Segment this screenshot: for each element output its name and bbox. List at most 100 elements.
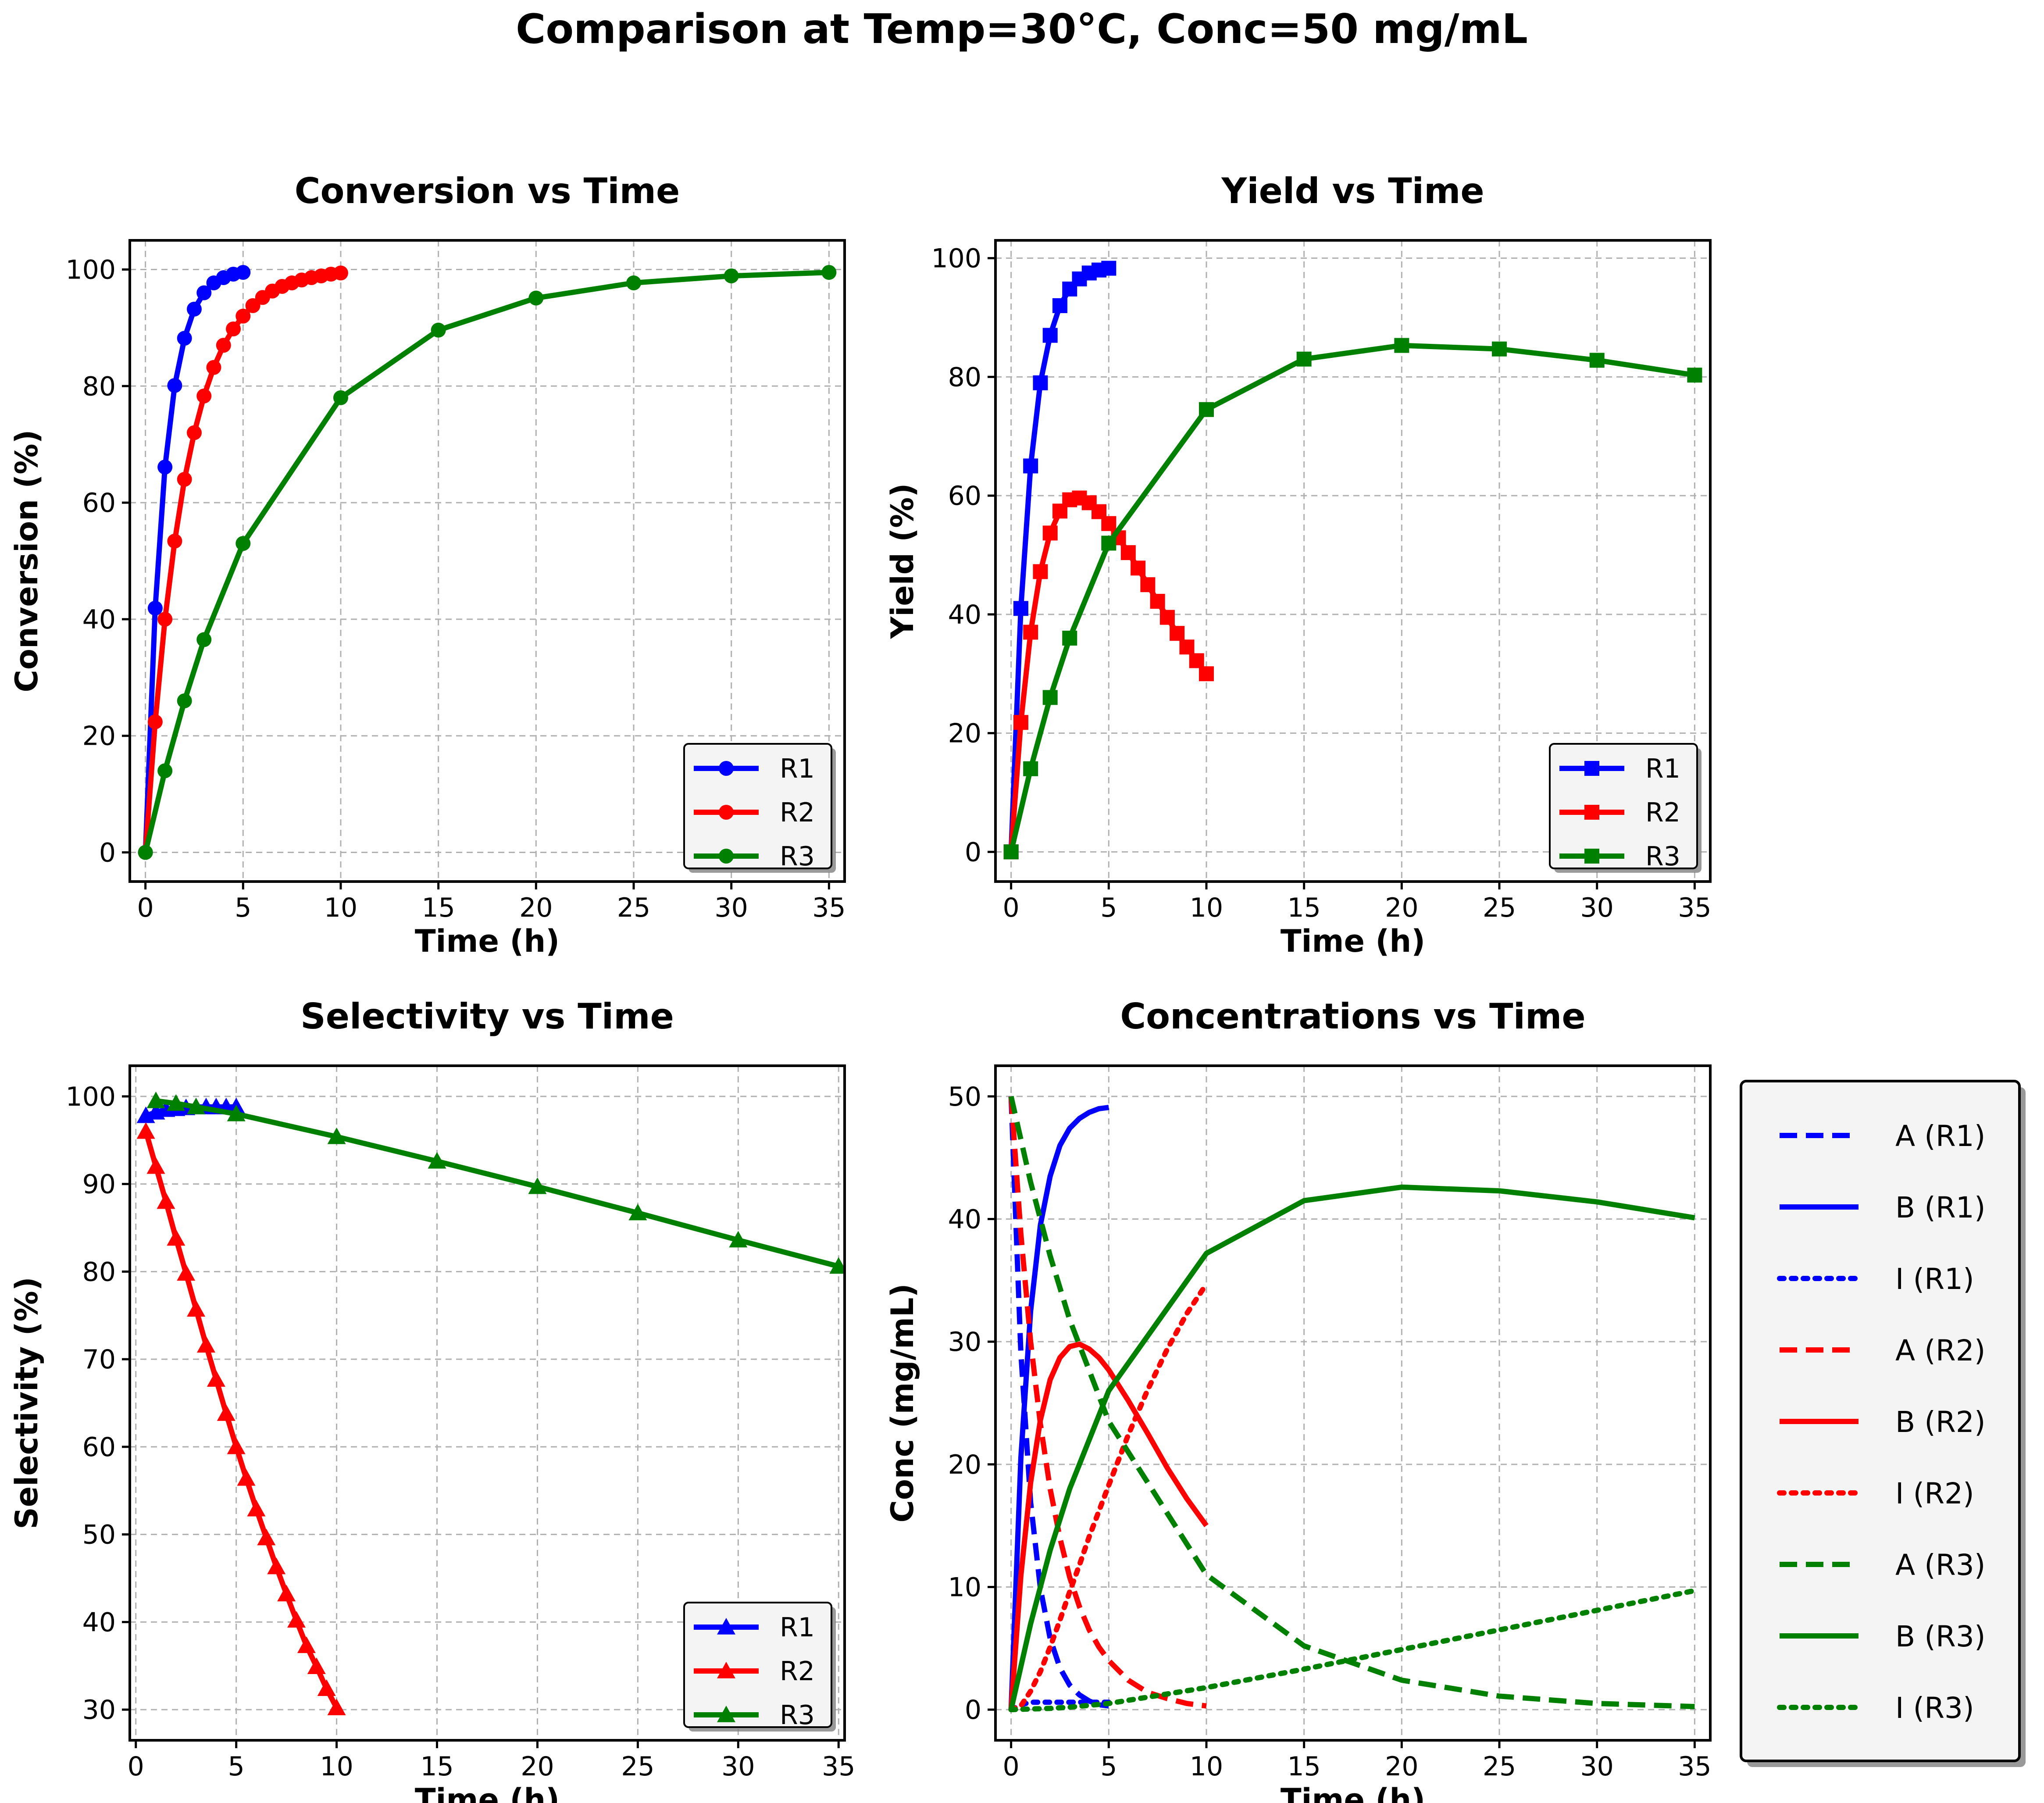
panel-title: Yield vs Time: [1221, 171, 1484, 211]
x-tick-label: 15: [421, 893, 455, 923]
y-tick-label: 20: [948, 718, 981, 749]
data-point: [307, 1657, 326, 1674]
data-point: [157, 611, 173, 627]
legend-label: I (R1): [1895, 1262, 1974, 1296]
legend-label: R3: [780, 1700, 815, 1731]
legend-label: R2: [1645, 797, 1680, 828]
legend-marker: [1584, 761, 1599, 776]
x-tick-label: 5: [228, 1751, 245, 1782]
y-axis-label: Selectivity (%): [9, 1277, 45, 1529]
x-tick-label: 20: [519, 893, 553, 923]
data-point: [245, 298, 260, 313]
data-point: [177, 1264, 196, 1281]
data-point: [1013, 601, 1028, 616]
data-point: [1687, 368, 1702, 383]
data-point: [1120, 545, 1136, 561]
y-tick-label: 70: [82, 1344, 116, 1375]
legend-label: R1: [780, 753, 815, 784]
x-tick-label: 20: [1385, 1751, 1418, 1782]
legend: R1 R2 R3: [1549, 743, 1702, 873]
y-tick-label: 100: [931, 243, 981, 274]
y-tick-label: 20: [82, 721, 116, 752]
data-point: [247, 1500, 266, 1517]
data-point: [1131, 561, 1146, 576]
legend-label: R3: [1645, 841, 1680, 872]
series-group: [138, 265, 837, 860]
legend-label: B (R2): [1895, 1405, 1986, 1439]
y-tick-label: 60: [82, 1432, 116, 1463]
series-line-r3: [155, 1098, 839, 1269]
data-point: [167, 1094, 185, 1111]
x-tick-label: 5: [1100, 1751, 1117, 1782]
y-tick-label: 80: [948, 362, 981, 393]
plot-frame: [994, 1064, 1712, 1742]
legend-marker: [717, 1618, 735, 1635]
data-point: [237, 1469, 256, 1486]
data-point: [1052, 298, 1067, 313]
panel-title: Concentrations vs Time: [1120, 996, 1585, 1037]
data-point: [1394, 338, 1409, 353]
legend: R1 R2 R3: [683, 1602, 836, 1732]
y-tick-label: 90: [82, 1169, 116, 1200]
data-point: [1101, 516, 1117, 531]
legend-marker: [1584, 849, 1599, 864]
data-point: [1101, 261, 1117, 276]
series-group: [136, 1091, 845, 1715]
legend-label: R2: [780, 797, 815, 828]
data-point: [1042, 525, 1058, 541]
series-group: [1008, 1096, 1698, 1713]
y-tick-label: 40: [948, 1204, 981, 1235]
legend-label: R1: [1645, 753, 1680, 784]
series-line-a-r3-: [1008, 1096, 1695, 1710]
y-tick-label: 60: [948, 481, 981, 511]
y-tick-label: 0: [965, 1695, 981, 1725]
data-point: [297, 1636, 316, 1653]
data-point: [528, 290, 544, 306]
data-point: [626, 275, 642, 291]
series-line-i-r3-: [1008, 1588, 1698, 1713]
data-point: [136, 1122, 155, 1139]
data-point: [235, 308, 251, 324]
data-point: [147, 714, 163, 729]
data-point: [226, 321, 241, 337]
data-point: [1199, 666, 1214, 682]
x-tick-label: 5: [1100, 893, 1117, 923]
legend-label: A (R3): [1895, 1548, 1985, 1582]
plot-frame: [994, 239, 1712, 883]
data-point: [829, 1257, 845, 1274]
plot-frame: [128, 1064, 846, 1742]
data-point: [1199, 402, 1214, 417]
data-point: [1023, 625, 1038, 640]
data-point: [1159, 610, 1175, 625]
legend-label: R2: [780, 1656, 815, 1687]
y-tick-label: 100: [65, 1082, 116, 1112]
data-point: [167, 378, 182, 393]
data-point: [1062, 630, 1077, 646]
series-line-b-r1-: [1008, 1105, 1109, 1710]
legend-label: A (R1): [1895, 1119, 1985, 1153]
figure-title: Comparison at Temp=30°C, Conc=50 mg/mL: [516, 5, 1528, 53]
data-point: [187, 1097, 206, 1114]
panel-title: Conversion vs Time: [295, 171, 680, 211]
data-point: [227, 1437, 246, 1454]
data-point: [428, 1152, 446, 1169]
legend-marker: [719, 805, 734, 820]
x-tick-label: 35: [1678, 893, 1711, 923]
panel-yield: 0 5 10 15 20 25 30 35 0 20 40 60 80 100 Yield vs Time T…: [885, 171, 1712, 959]
x-tick-label: 25: [621, 1751, 654, 1782]
data-point: [277, 1585, 296, 1602]
data-point: [628, 1203, 647, 1221]
y-tick-label: 50: [948, 1082, 981, 1112]
y-axis-label: Conversion (%): [9, 430, 45, 693]
x-tick-label: 10: [324, 893, 357, 923]
x-tick-label: 25: [617, 893, 650, 923]
data-point: [206, 360, 221, 375]
data-point: [207, 1370, 225, 1387]
data-point: [177, 693, 192, 708]
data-point: [217, 1404, 235, 1421]
legend-marker: [719, 761, 734, 776]
data-point: [257, 1528, 276, 1546]
y-tick-label: 100: [65, 254, 116, 285]
data-point: [138, 845, 153, 860]
x-tick-label: 0: [1003, 1751, 1020, 1782]
